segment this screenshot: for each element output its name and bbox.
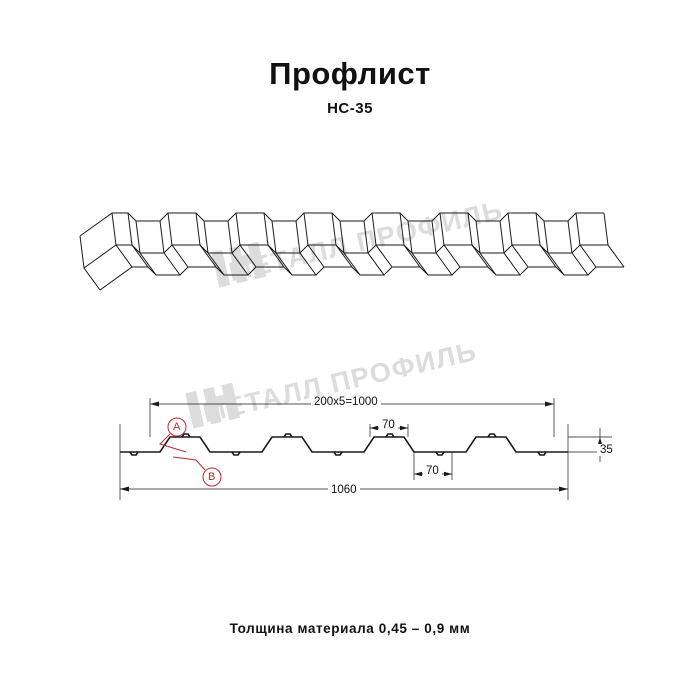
dimension-rib-bottom-label: 70 xyxy=(423,465,442,477)
callout-b-label: B xyxy=(208,471,216,483)
page-title: Профлист xyxy=(269,56,431,91)
callout-a-label: A xyxy=(173,421,181,433)
dimension-height-label: 35 xyxy=(597,444,616,456)
dimension-pitch-label: 200x5=1000 xyxy=(311,396,381,408)
dimension-total-width-label: 1060 xyxy=(328,484,360,496)
product-code: НС-35 xyxy=(327,100,373,117)
callout-b-circle xyxy=(203,468,221,486)
metall-profil-logo-icon xyxy=(211,241,267,288)
material-thickness-note: Толщина материала 0,45 – 0,9 мм xyxy=(229,621,471,636)
metall-profil-logo-icon xyxy=(185,382,241,429)
callout-a-circle xyxy=(168,418,186,436)
dimension-rib-top-label: 70 xyxy=(379,419,398,431)
